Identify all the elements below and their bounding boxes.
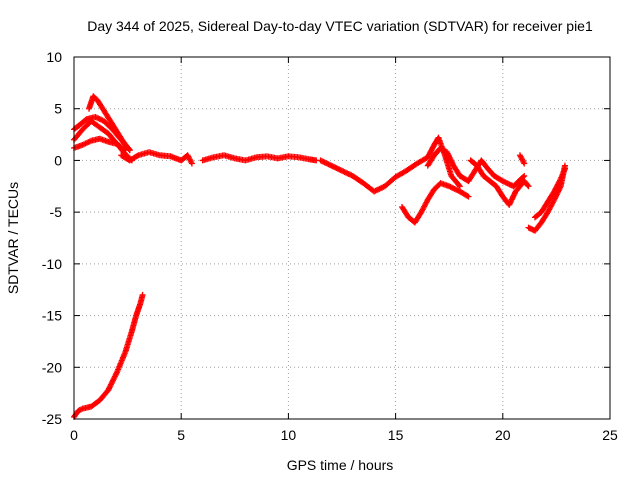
series-track-j — [467, 157, 532, 208]
y-tick-label: -5 — [50, 204, 63, 220]
y-tick-label: -15 — [42, 308, 62, 324]
data-point — [520, 173, 527, 180]
y-tick-label: 0 — [54, 152, 62, 168]
data-point — [521, 172, 528, 179]
y-tick-label: 10 — [46, 49, 62, 65]
data-point — [525, 183, 532, 190]
x-tick-label: 20 — [495, 427, 511, 443]
data-point — [121, 146, 128, 153]
data-point — [455, 182, 462, 189]
tick-layer: 0 5 10 15 20 25 -25 -20 -15 -10 -5 0 5 10 — [42, 49, 618, 443]
x-tick-label: 10 — [281, 427, 297, 443]
data-point — [456, 183, 463, 190]
grid-layer — [74, 57, 610, 419]
y-tick-label: 5 — [54, 101, 62, 117]
data-point — [524, 182, 531, 189]
series-track-f — [199, 152, 320, 164]
plot-frame — [73, 56, 611, 420]
series-track-n — [71, 291, 146, 420]
chart-title: Day 344 of 2025, Sidereal Day-to-day VTE… — [87, 18, 593, 34]
series-track-c — [86, 93, 133, 154]
x-tick-label: 15 — [388, 427, 404, 443]
x-tick-label: 0 — [70, 427, 78, 443]
series-track-e — [118, 149, 195, 167]
data-point — [561, 165, 568, 172]
y-tick-label: -10 — [42, 256, 62, 272]
series-track-g — [317, 134, 463, 195]
data-point — [188, 160, 195, 167]
x-tick-label: 5 — [177, 427, 185, 443]
data-point — [134, 152, 141, 159]
series-track-m — [531, 165, 568, 221]
series-track-d — [71, 135, 129, 154]
y-tick-label: -25 — [42, 411, 62, 427]
data-point — [521, 160, 528, 167]
y-axis-label: SDTVAR / TECUs — [5, 182, 21, 294]
series-track-h — [399, 180, 472, 226]
y-tick-label: -20 — [42, 359, 62, 375]
data-point — [122, 147, 129, 154]
data-layer — [71, 93, 568, 420]
series-track-i — [424, 145, 528, 190]
series-track-k — [516, 152, 528, 167]
data-point — [139, 291, 146, 298]
data-point — [464, 192, 471, 199]
data-point — [465, 193, 472, 200]
x-axis-label: GPS time / hours — [287, 457, 394, 473]
x-tick-label: 25 — [602, 427, 618, 443]
